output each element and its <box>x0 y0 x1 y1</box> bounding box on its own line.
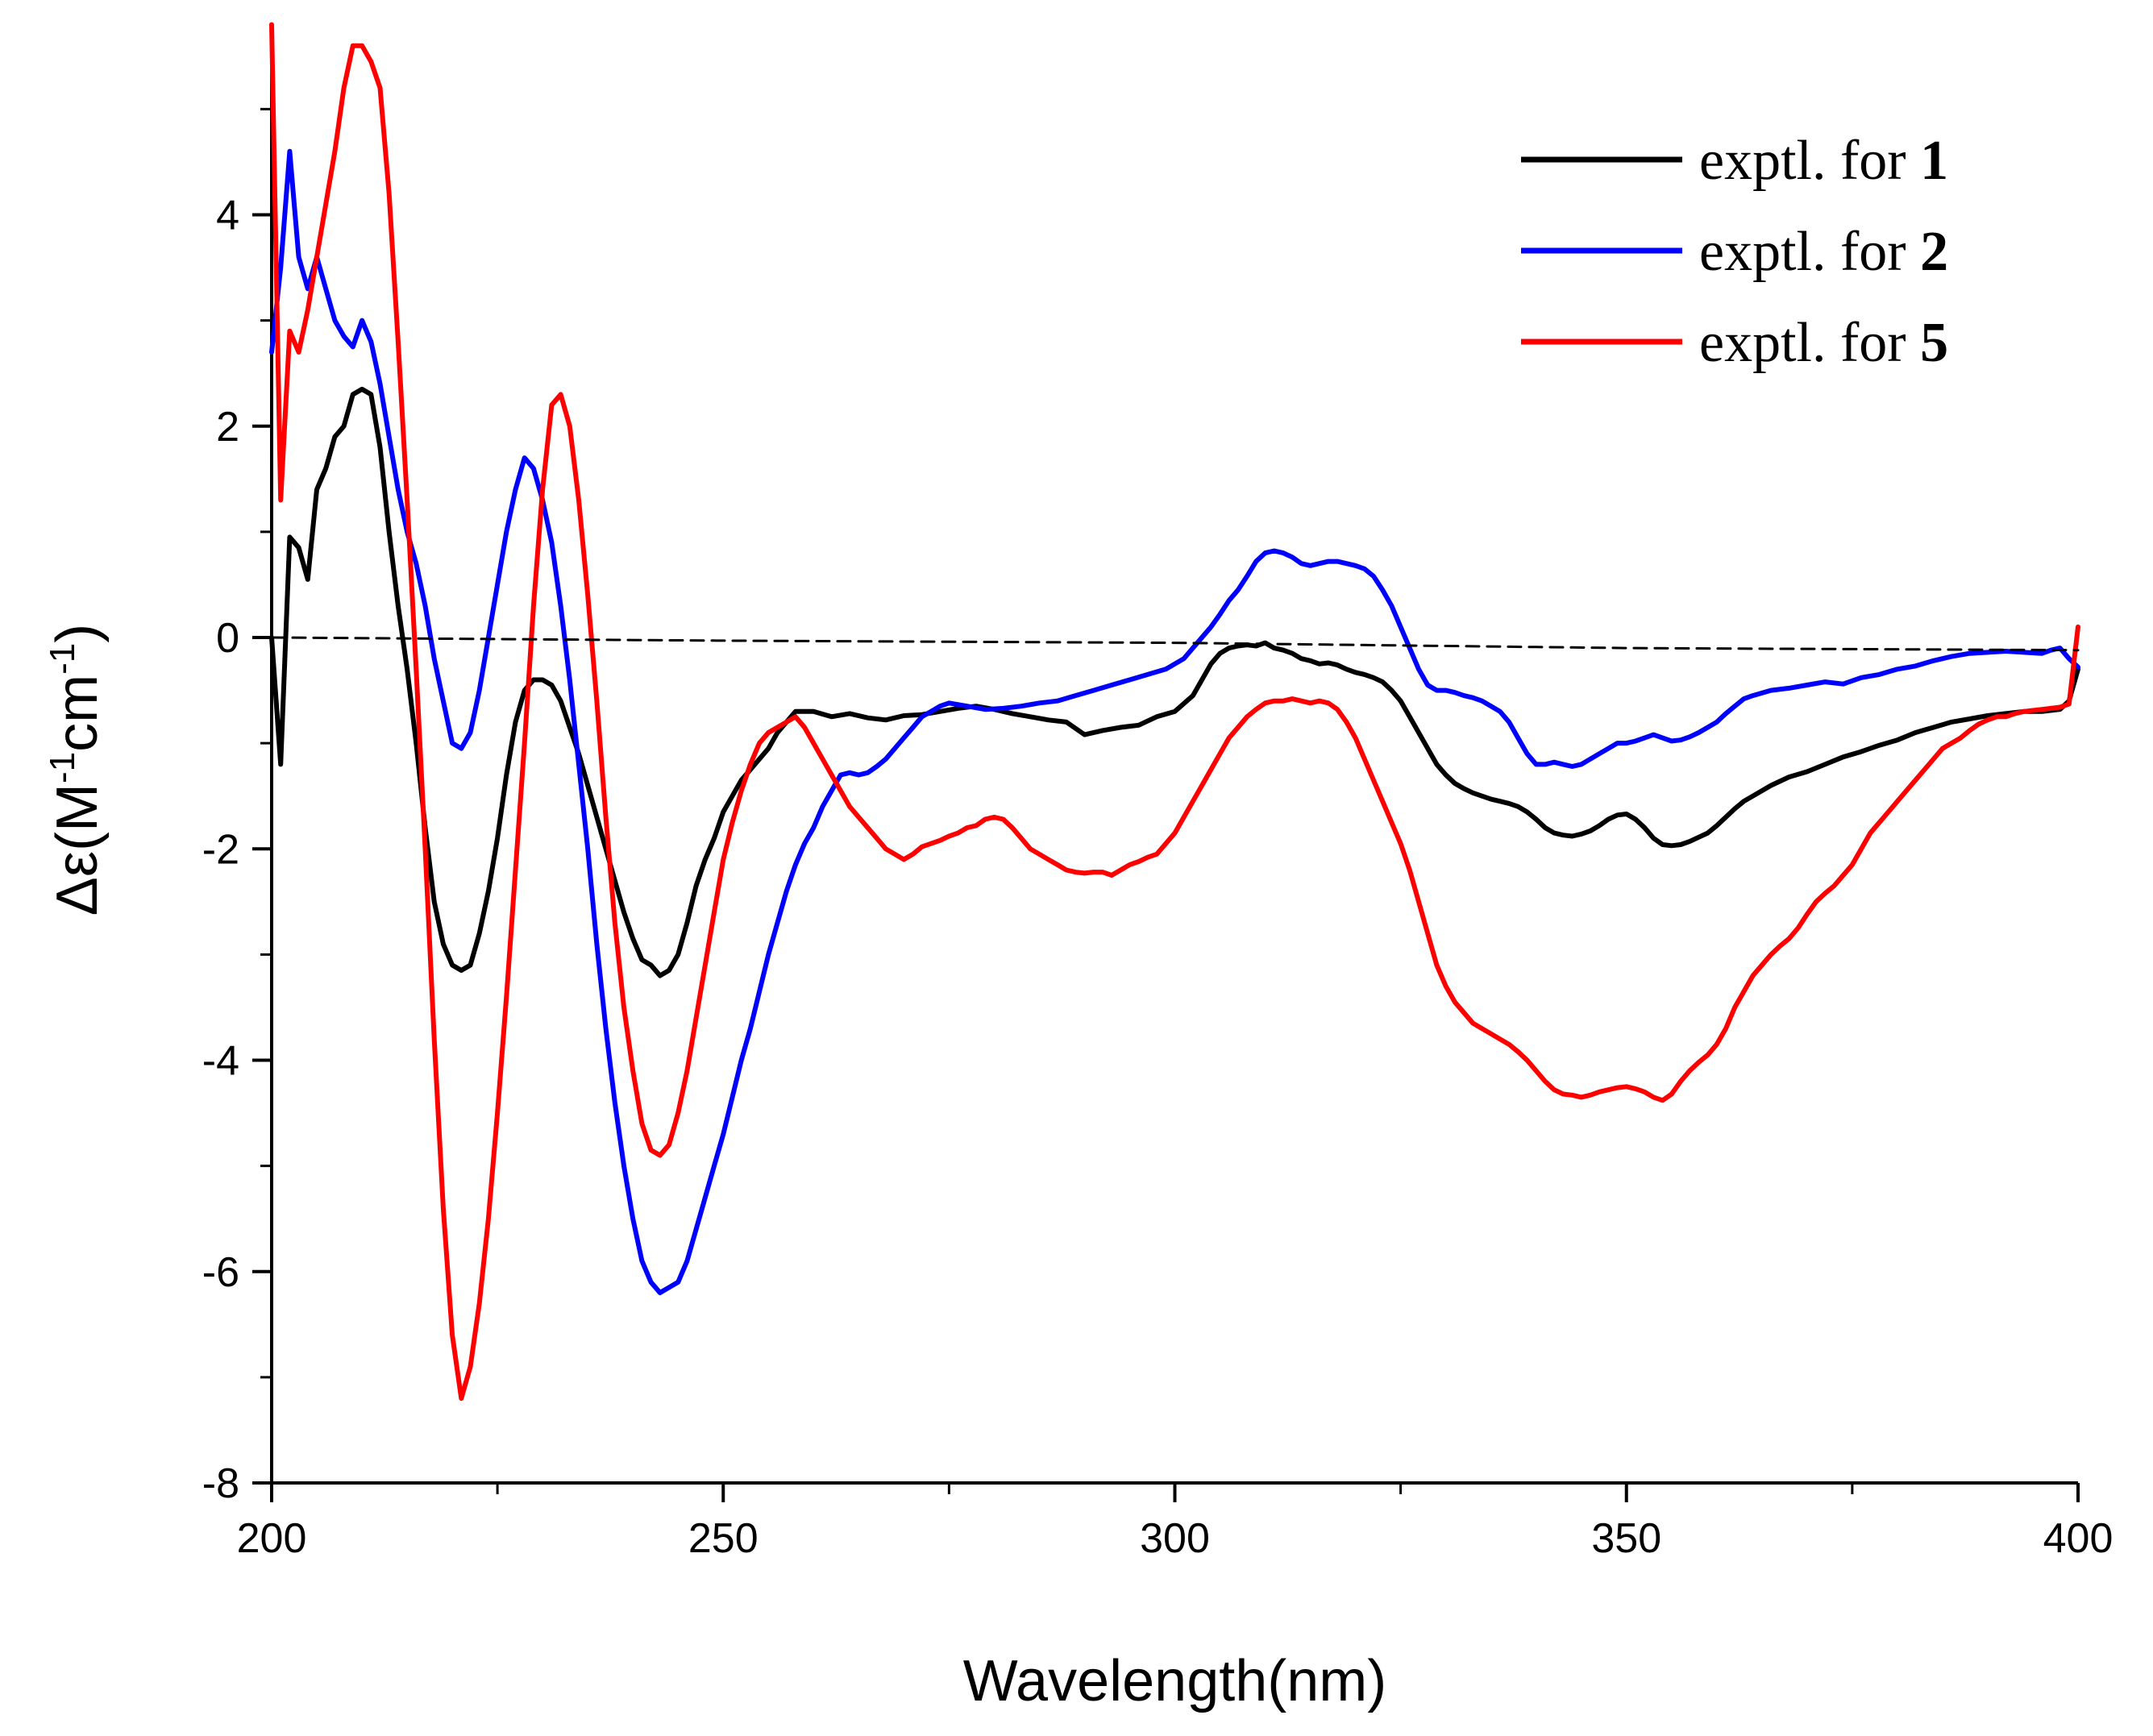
y-axis-title: Δε(M-1cm-1) <box>43 624 110 916</box>
legend: exptl. for 1 exptl. for 2 exptl. for 5 <box>1521 130 1948 374</box>
series-line-2 <box>269 148 2080 1295</box>
legend-label-1: exptl. for 1 <box>1699 130 1948 192</box>
legend-label-5: exptl. for 5 <box>1699 312 1948 374</box>
y-tick-label: 0 <box>216 615 239 662</box>
baseline-series-line <box>270 636 2080 652</box>
axes: 200 250 300 350 400 -8 -6 -4 -2 0 2 4 <box>202 24 2114 1562</box>
x-tick-label: 200 <box>237 1515 307 1562</box>
x-tick-label: 400 <box>2043 1515 2114 1562</box>
x-tick-label: 350 <box>1591 1515 1661 1562</box>
y-tick-label: -4 <box>202 1038 239 1085</box>
series-line-1 <box>269 386 2080 978</box>
x-axis-title: Wavelength(nm) <box>963 1649 1387 1713</box>
x-tick-label: 300 <box>1140 1515 1210 1562</box>
series-line-5 <box>269 22 2080 1402</box>
y-tick-label: -2 <box>202 826 239 873</box>
y-tick-label: 2 <box>216 404 239 451</box>
y-tick-label: -8 <box>202 1460 239 1507</box>
x-tick-label: 250 <box>688 1515 759 1562</box>
series-layer <box>269 22 2080 1402</box>
axis-labels: Wavelength(nm) Δε(M-1cm-1) <box>43 624 1386 1713</box>
legend-label-2: exptl. for 2 <box>1699 221 1948 283</box>
y-tick-label: 4 <box>216 193 239 239</box>
y-tick-label: -6 <box>202 1249 239 1296</box>
